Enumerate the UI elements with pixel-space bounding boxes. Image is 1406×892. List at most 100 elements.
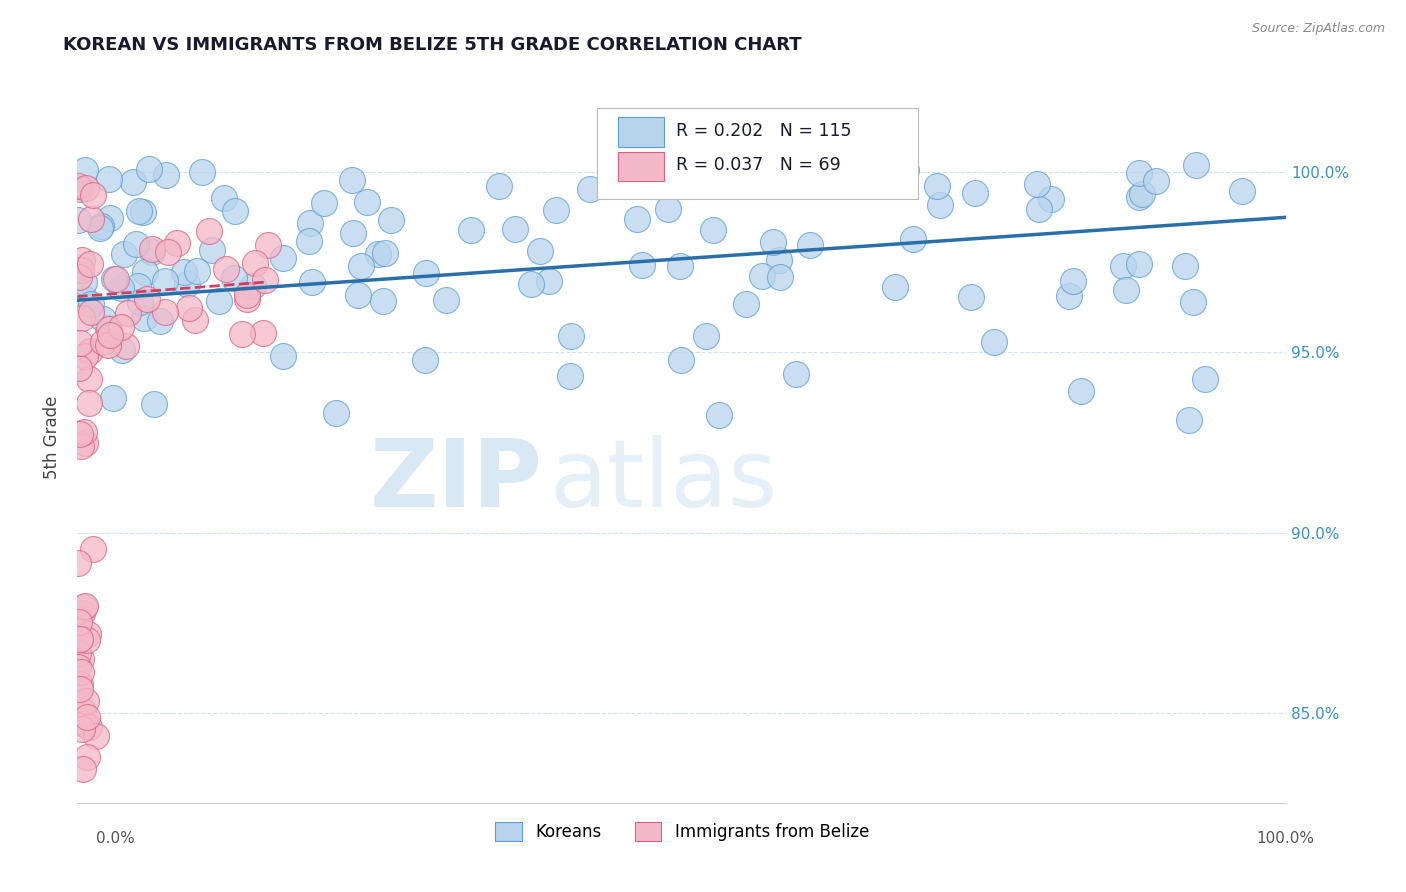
Point bbox=[356, 194, 378, 209]
Point bbox=[960, 290, 983, 304]
Text: KOREAN VS IMMIGRANTS FROM BELIZE 5TH GRADE CORRELATION CHART: KOREAN VS IMMIGRANTS FROM BELIZE 5TH GRA… bbox=[63, 36, 801, 54]
Point bbox=[224, 203, 246, 218]
Point bbox=[69, 665, 91, 680]
Point bbox=[488, 178, 510, 193]
Point bbox=[155, 305, 177, 319]
Point bbox=[97, 172, 120, 186]
Point bbox=[520, 277, 543, 291]
FancyBboxPatch shape bbox=[617, 152, 664, 181]
Point bbox=[253, 273, 276, 287]
Point bbox=[69, 681, 91, 696]
Point bbox=[70, 252, 93, 267]
Point bbox=[626, 211, 648, 226]
Point bbox=[77, 720, 100, 734]
Point bbox=[77, 372, 100, 386]
Point bbox=[231, 326, 253, 341]
Point bbox=[127, 279, 149, 293]
Point bbox=[190, 165, 212, 179]
Text: 0.0%: 0.0% bbox=[96, 831, 135, 846]
Point bbox=[1232, 184, 1254, 198]
Point bbox=[198, 224, 221, 238]
Point bbox=[77, 627, 100, 641]
Point bbox=[236, 292, 259, 306]
Point bbox=[67, 633, 90, 648]
Point bbox=[98, 211, 121, 225]
Point bbox=[148, 314, 170, 328]
Point bbox=[66, 178, 89, 193]
Point bbox=[785, 368, 807, 382]
Point bbox=[200, 244, 222, 258]
Point bbox=[141, 242, 163, 256]
Point bbox=[91, 312, 114, 326]
Point bbox=[80, 297, 103, 311]
Point bbox=[1194, 371, 1216, 385]
Point bbox=[271, 251, 294, 265]
Point bbox=[70, 262, 93, 277]
Point bbox=[69, 676, 91, 690]
Point bbox=[415, 266, 437, 280]
Point bbox=[97, 322, 120, 336]
Point bbox=[544, 202, 567, 217]
Point bbox=[67, 557, 90, 571]
Point bbox=[252, 326, 274, 340]
FancyBboxPatch shape bbox=[617, 118, 664, 146]
Point bbox=[79, 257, 101, 271]
Point bbox=[350, 259, 373, 273]
Point bbox=[340, 173, 363, 187]
Point bbox=[117, 305, 139, 319]
Point bbox=[90, 219, 112, 234]
Point bbox=[75, 349, 97, 363]
Point bbox=[380, 213, 402, 227]
Point bbox=[70, 651, 93, 665]
Point bbox=[136, 292, 159, 306]
Point bbox=[460, 223, 482, 237]
Point bbox=[67, 212, 90, 227]
Point bbox=[80, 305, 103, 319]
Point bbox=[1185, 158, 1208, 172]
Point bbox=[70, 439, 93, 453]
Point bbox=[124, 237, 146, 252]
Point bbox=[965, 186, 987, 200]
Point bbox=[1174, 259, 1197, 273]
Point bbox=[105, 272, 128, 286]
Point bbox=[67, 646, 90, 660]
Point bbox=[67, 360, 90, 375]
Point bbox=[695, 329, 717, 343]
Point bbox=[73, 600, 96, 615]
Point bbox=[73, 292, 96, 306]
Point bbox=[166, 236, 188, 251]
Point bbox=[769, 270, 792, 285]
Point bbox=[1130, 187, 1153, 202]
Point bbox=[325, 406, 347, 420]
Point bbox=[69, 632, 91, 647]
Point bbox=[735, 297, 758, 311]
Point bbox=[1128, 257, 1150, 271]
Point bbox=[96, 338, 118, 352]
Point bbox=[301, 275, 323, 289]
Point bbox=[157, 245, 180, 260]
FancyBboxPatch shape bbox=[598, 108, 918, 200]
Point bbox=[761, 235, 783, 249]
Point bbox=[141, 245, 163, 260]
Point bbox=[371, 294, 394, 309]
Point bbox=[925, 179, 948, 194]
Point bbox=[176, 277, 198, 292]
Point bbox=[707, 408, 730, 422]
Point bbox=[67, 615, 90, 629]
Point bbox=[76, 710, 98, 724]
Point bbox=[73, 716, 96, 731]
Point bbox=[89, 221, 111, 235]
Point bbox=[1144, 174, 1167, 188]
Point bbox=[73, 276, 96, 290]
Point bbox=[173, 265, 195, 279]
Point bbox=[983, 335, 1005, 350]
Point bbox=[503, 221, 526, 235]
Point bbox=[236, 288, 259, 302]
Point bbox=[312, 196, 335, 211]
Point bbox=[69, 182, 91, 196]
Point bbox=[215, 261, 238, 276]
Point bbox=[1039, 192, 1062, 206]
Point bbox=[669, 353, 692, 368]
Point bbox=[73, 435, 96, 450]
Point bbox=[894, 162, 917, 177]
